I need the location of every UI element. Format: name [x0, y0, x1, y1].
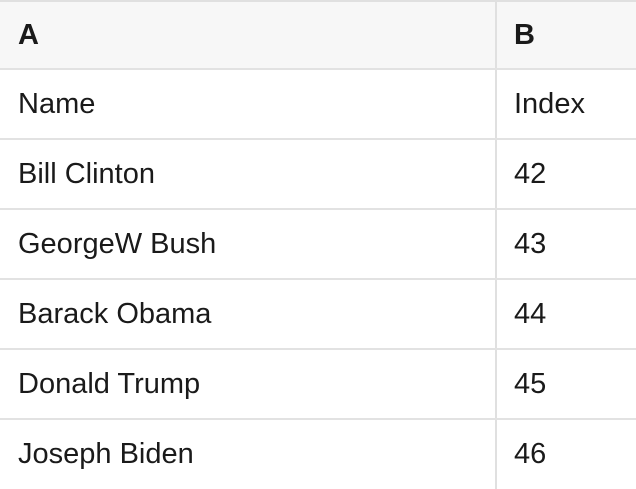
cell-b4[interactable]: 44 [514, 297, 547, 330]
cell-b6[interactable]: 46 [514, 438, 547, 470]
table-row: Joseph Biden 46 [0, 420, 636, 489]
cell-b3[interactable]: 43 [514, 227, 547, 260]
table-row: Donald Trump 45 [0, 350, 636, 420]
cell-a1[interactable]: Name [0, 70, 497, 138]
cell-a5[interactable]: Donald Trump [0, 350, 497, 418]
table-row: Bill Clinton 42 [0, 140, 636, 210]
column-header-a[interactable]: A [0, 2, 497, 68]
column-header-row: A B [0, 2, 636, 70]
cell-a3[interactable]: GeorgeW Bush [0, 210, 497, 278]
cell-a6[interactable]: Joseph Biden [0, 420, 497, 489]
column-header-b[interactable]: B [497, 2, 636, 68]
cell-a4[interactable]: Barack Obama [0, 280, 497, 348]
table-row: Name Index [0, 70, 636, 140]
table-row: GeorgeW Bush 43 [0, 210, 636, 280]
cell-b5[interactable]: 45 [514, 367, 547, 400]
cell-b2[interactable]: 42 [514, 157, 547, 190]
cell-b1[interactable]: Index [514, 87, 585, 120]
table-row: Barack Obama 44 [0, 280, 636, 350]
cell-a2[interactable]: Bill Clinton [0, 140, 497, 208]
